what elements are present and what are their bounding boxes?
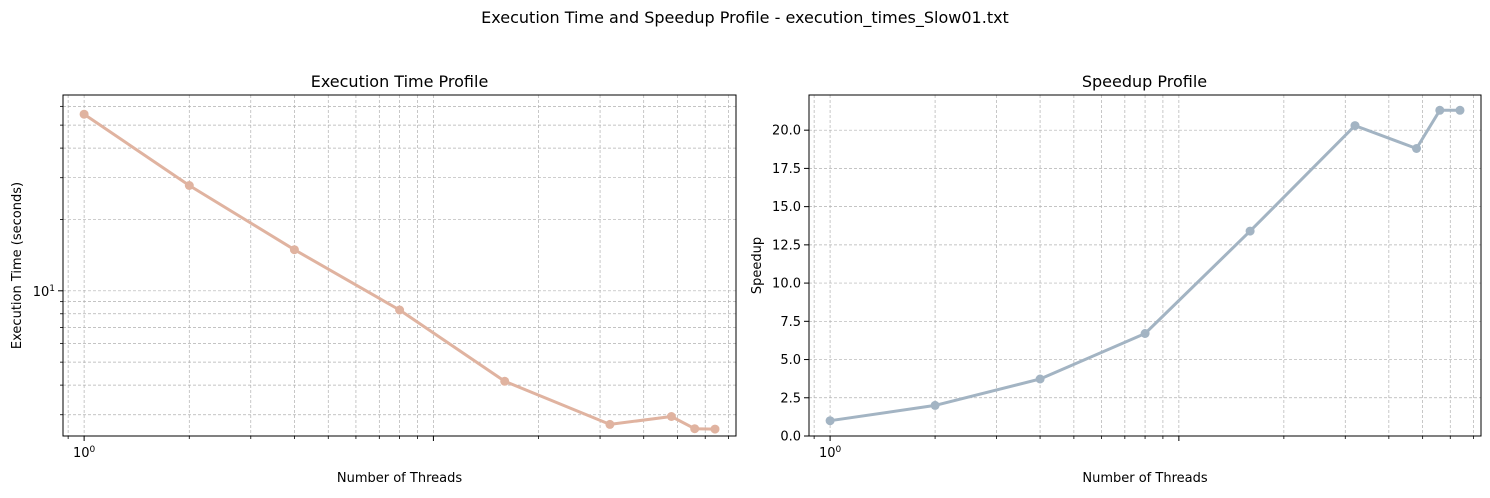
execution-time-data-point [289, 245, 299, 255]
speedup-y-tick-label: 0.0 [780, 430, 801, 445]
execution-time-plot-frame [62, 94, 737, 437]
execution-time-data-point [710, 424, 720, 434]
execution-time-y-tick-label: 101 [33, 284, 55, 300]
speedup-y-tick-label: 12.5 [772, 238, 801, 253]
execution-time-data-point [79, 109, 89, 119]
execution-time-chart-title: Execution Time Profile [311, 72, 489, 91]
speedup-data-point [1245, 226, 1255, 236]
execution-time-data-point [500, 376, 510, 386]
speedup-data-point [1435, 105, 1445, 115]
speedup-series [825, 105, 1465, 426]
speedup-data-point [1455, 105, 1465, 115]
execution-time-grid [63, 95, 736, 436]
execution-time-data-point [184, 181, 194, 190]
speedup-data-point [930, 400, 940, 410]
speedup-y-tick-label: 10.0 [772, 277, 801, 292]
execution-time-data-point [395, 305, 405, 315]
execution-time-y-axis-label: Execution Time (seconds) [10, 182, 25, 349]
speedup-y-tick-label: 2.5 [780, 391, 801, 406]
speedup-ticks: 100 0.0 2.5 5.0 7.5 10.0 12.5 15.0 17.5 20.0 [772, 124, 1475, 461]
speedup-y-axis-label: Speedup [750, 237, 765, 294]
speedup-data-point [1035, 374, 1045, 384]
execution-time-ticks: 100 101 [33, 105, 729, 461]
speedup-y-tick-label: 15.0 [772, 200, 801, 215]
speedup-data-point [1140, 329, 1150, 338]
execution-time-x-tick-label: 100 [73, 445, 96, 461]
speedup-x-axis-label: Number of Threads [1082, 471, 1207, 486]
execution-time-series [79, 109, 720, 434]
figure-suptitle: Execution Time and Speedup Profile - exe… [481, 8, 1009, 28]
speedup-y-tick-label: 20.0 [772, 124, 801, 139]
execution-time-data-point [605, 419, 615, 429]
speedup-grid [809, 95, 1481, 437]
speedup-y-tick-label: 7.5 [780, 315, 801, 330]
speedup-data-point [1350, 121, 1360, 131]
speedup-plot-frame [808, 94, 1482, 437]
execution-time-data-point [690, 424, 700, 434]
speedup-data-point [1412, 144, 1421, 153]
speedup-x-tick-label: 100 [819, 445, 842, 461]
execution-time-data-point [666, 412, 676, 421]
speedup-y-tick-label: 17.5 [772, 162, 801, 177]
execution-time-chart: Execution Time Profile 100 101 Number of … [10, 72, 737, 486]
execution-time-x-axis-label: Number of Threads [337, 471, 462, 486]
speedup-y-tick-label: 5.0 [780, 353, 801, 368]
speedup-chart: Speedup Profile 1000.02.55.07.510.012.51… [750, 72, 1482, 486]
speedup-data-point [825, 416, 835, 426]
speedup-chart-title: Speedup Profile [1082, 72, 1207, 91]
